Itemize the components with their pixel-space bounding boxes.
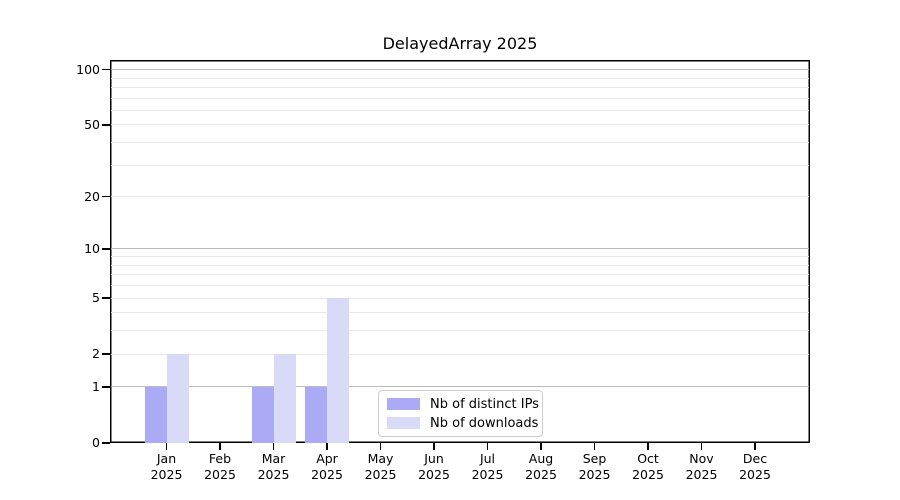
legend: Nb of distinct IPs Nb of downloads	[378, 390, 543, 437]
x-tick-dec-2025	[754, 443, 756, 450]
y-tick-label-20: 20	[84, 188, 100, 204]
gridline-minor-2	[111, 353, 809, 355]
legend-item-distinct-ips: Nb of distinct IPs	[379, 397, 542, 412]
gridline-major-100	[111, 69, 809, 71]
y-tick-label-0: 0	[92, 435, 100, 450]
x-tick-may-2025	[379, 443, 382, 450]
y-tick-label-2: 2	[92, 346, 100, 362]
x-tick-mar-2025	[272, 443, 275, 450]
bar-nb-of-distinct-ips-jan-2025	[144, 386, 167, 443]
gridline-minor-5	[111, 297, 809, 299]
x-tick-feb-2025	[219, 443, 221, 450]
x-tick-nov-2025	[700, 443, 703, 450]
gridline-minor-7	[111, 274, 809, 276]
x-tick-jul-2025	[486, 443, 489, 450]
gridline-minor-60	[111, 109, 809, 111]
gridline-minor-20	[111, 196, 809, 198]
x-tick-label-aug-2025: Aug 2025	[525, 451, 557, 482]
x-tick-aug-2025	[540, 443, 542, 450]
gridline-minor-8	[111, 264, 809, 266]
legend-label-downloads: Nb of downloads	[430, 415, 539, 431]
gridline-major-10	[111, 248, 809, 250]
gridline-minor-30	[111, 164, 809, 166]
x-tick-jan-2025	[165, 443, 168, 450]
bar-nb-of-distinct-ips-apr-2025	[305, 386, 327, 443]
bar-nb-of-downloads-mar-2025	[273, 354, 296, 443]
y-tick-label-1: 1	[92, 378, 100, 394]
gridline-minor-6	[111, 285, 809, 287]
x-tick-oct-2025	[647, 443, 649, 450]
x-tick-jun-2025	[433, 443, 435, 450]
bar-nb-of-downloads-jan-2025	[166, 354, 189, 443]
y-tick-0	[102, 442, 110, 444]
x-tick-label-oct-2025: Oct 2025	[632, 451, 664, 482]
y-tick-50	[102, 124, 110, 126]
x-tick-label-sep-2025: Sep 2025	[578, 451, 611, 482]
y-tick-label-100: 100	[76, 61, 100, 77]
gridline-minor-3	[111, 330, 809, 332]
legend-label-distinct-ips: Nb of distinct IPs	[430, 396, 539, 412]
chart-title: DelayedArray 2025	[382, 34, 538, 53]
x-tick-label-jun-2025: Jun 2025	[418, 451, 450, 482]
legend-swatch-downloads	[387, 417, 420, 429]
gridline-minor-4	[111, 312, 809, 314]
x-tick-label-may-2025: May 2025	[364, 451, 397, 482]
x-tick-label-jul-2025: Jul 2025	[471, 451, 504, 482]
gridline-minor-50	[111, 124, 809, 126]
y-tick-2	[102, 353, 110, 355]
gridline-minor-70	[111, 97, 809, 99]
gridline-major-1	[111, 386, 809, 388]
gridline-minor-40	[111, 142, 809, 144]
gridline-minor-90	[111, 77, 809, 79]
y-tick-label-50: 50	[84, 116, 100, 132]
y-tick-label-10: 10	[84, 240, 100, 256]
x-tick-label-jan-2025: Jan 2025	[150, 451, 183, 482]
bar-nb-of-downloads-apr-2025	[327, 298, 349, 443]
bar-nb-of-distinct-ips-mar-2025	[251, 386, 274, 443]
y-tick-10	[102, 248, 110, 250]
x-tick-label-feb-2025: Feb 2025	[204, 451, 236, 482]
x-tick-sep-2025	[593, 443, 596, 450]
x-tick-apr-2025	[326, 443, 328, 450]
legend-swatch-distinct-ips	[387, 398, 420, 410]
gridline-minor-9	[111, 256, 809, 258]
y-tick-label-5: 5	[92, 290, 100, 306]
y-tick-100	[102, 68, 110, 71]
legend-item-downloads: Nb of downloads	[379, 416, 542, 431]
x-tick-label-apr-2025: Apr 2025	[311, 451, 343, 482]
x-tick-label-nov-2025: Nov 2025	[685, 451, 718, 482]
gridline-minor-80	[111, 86, 809, 88]
y-tick-5	[102, 297, 110, 299]
plot-area: Nb of distinct IPs Nb of downloads	[110, 60, 810, 443]
x-tick-label-dec-2025: Dec 2025	[739, 451, 771, 482]
y-tick-20	[102, 195, 110, 198]
y-tick-1	[102, 386, 110, 388]
x-tick-label-mar-2025: Mar 2025	[257, 451, 290, 482]
